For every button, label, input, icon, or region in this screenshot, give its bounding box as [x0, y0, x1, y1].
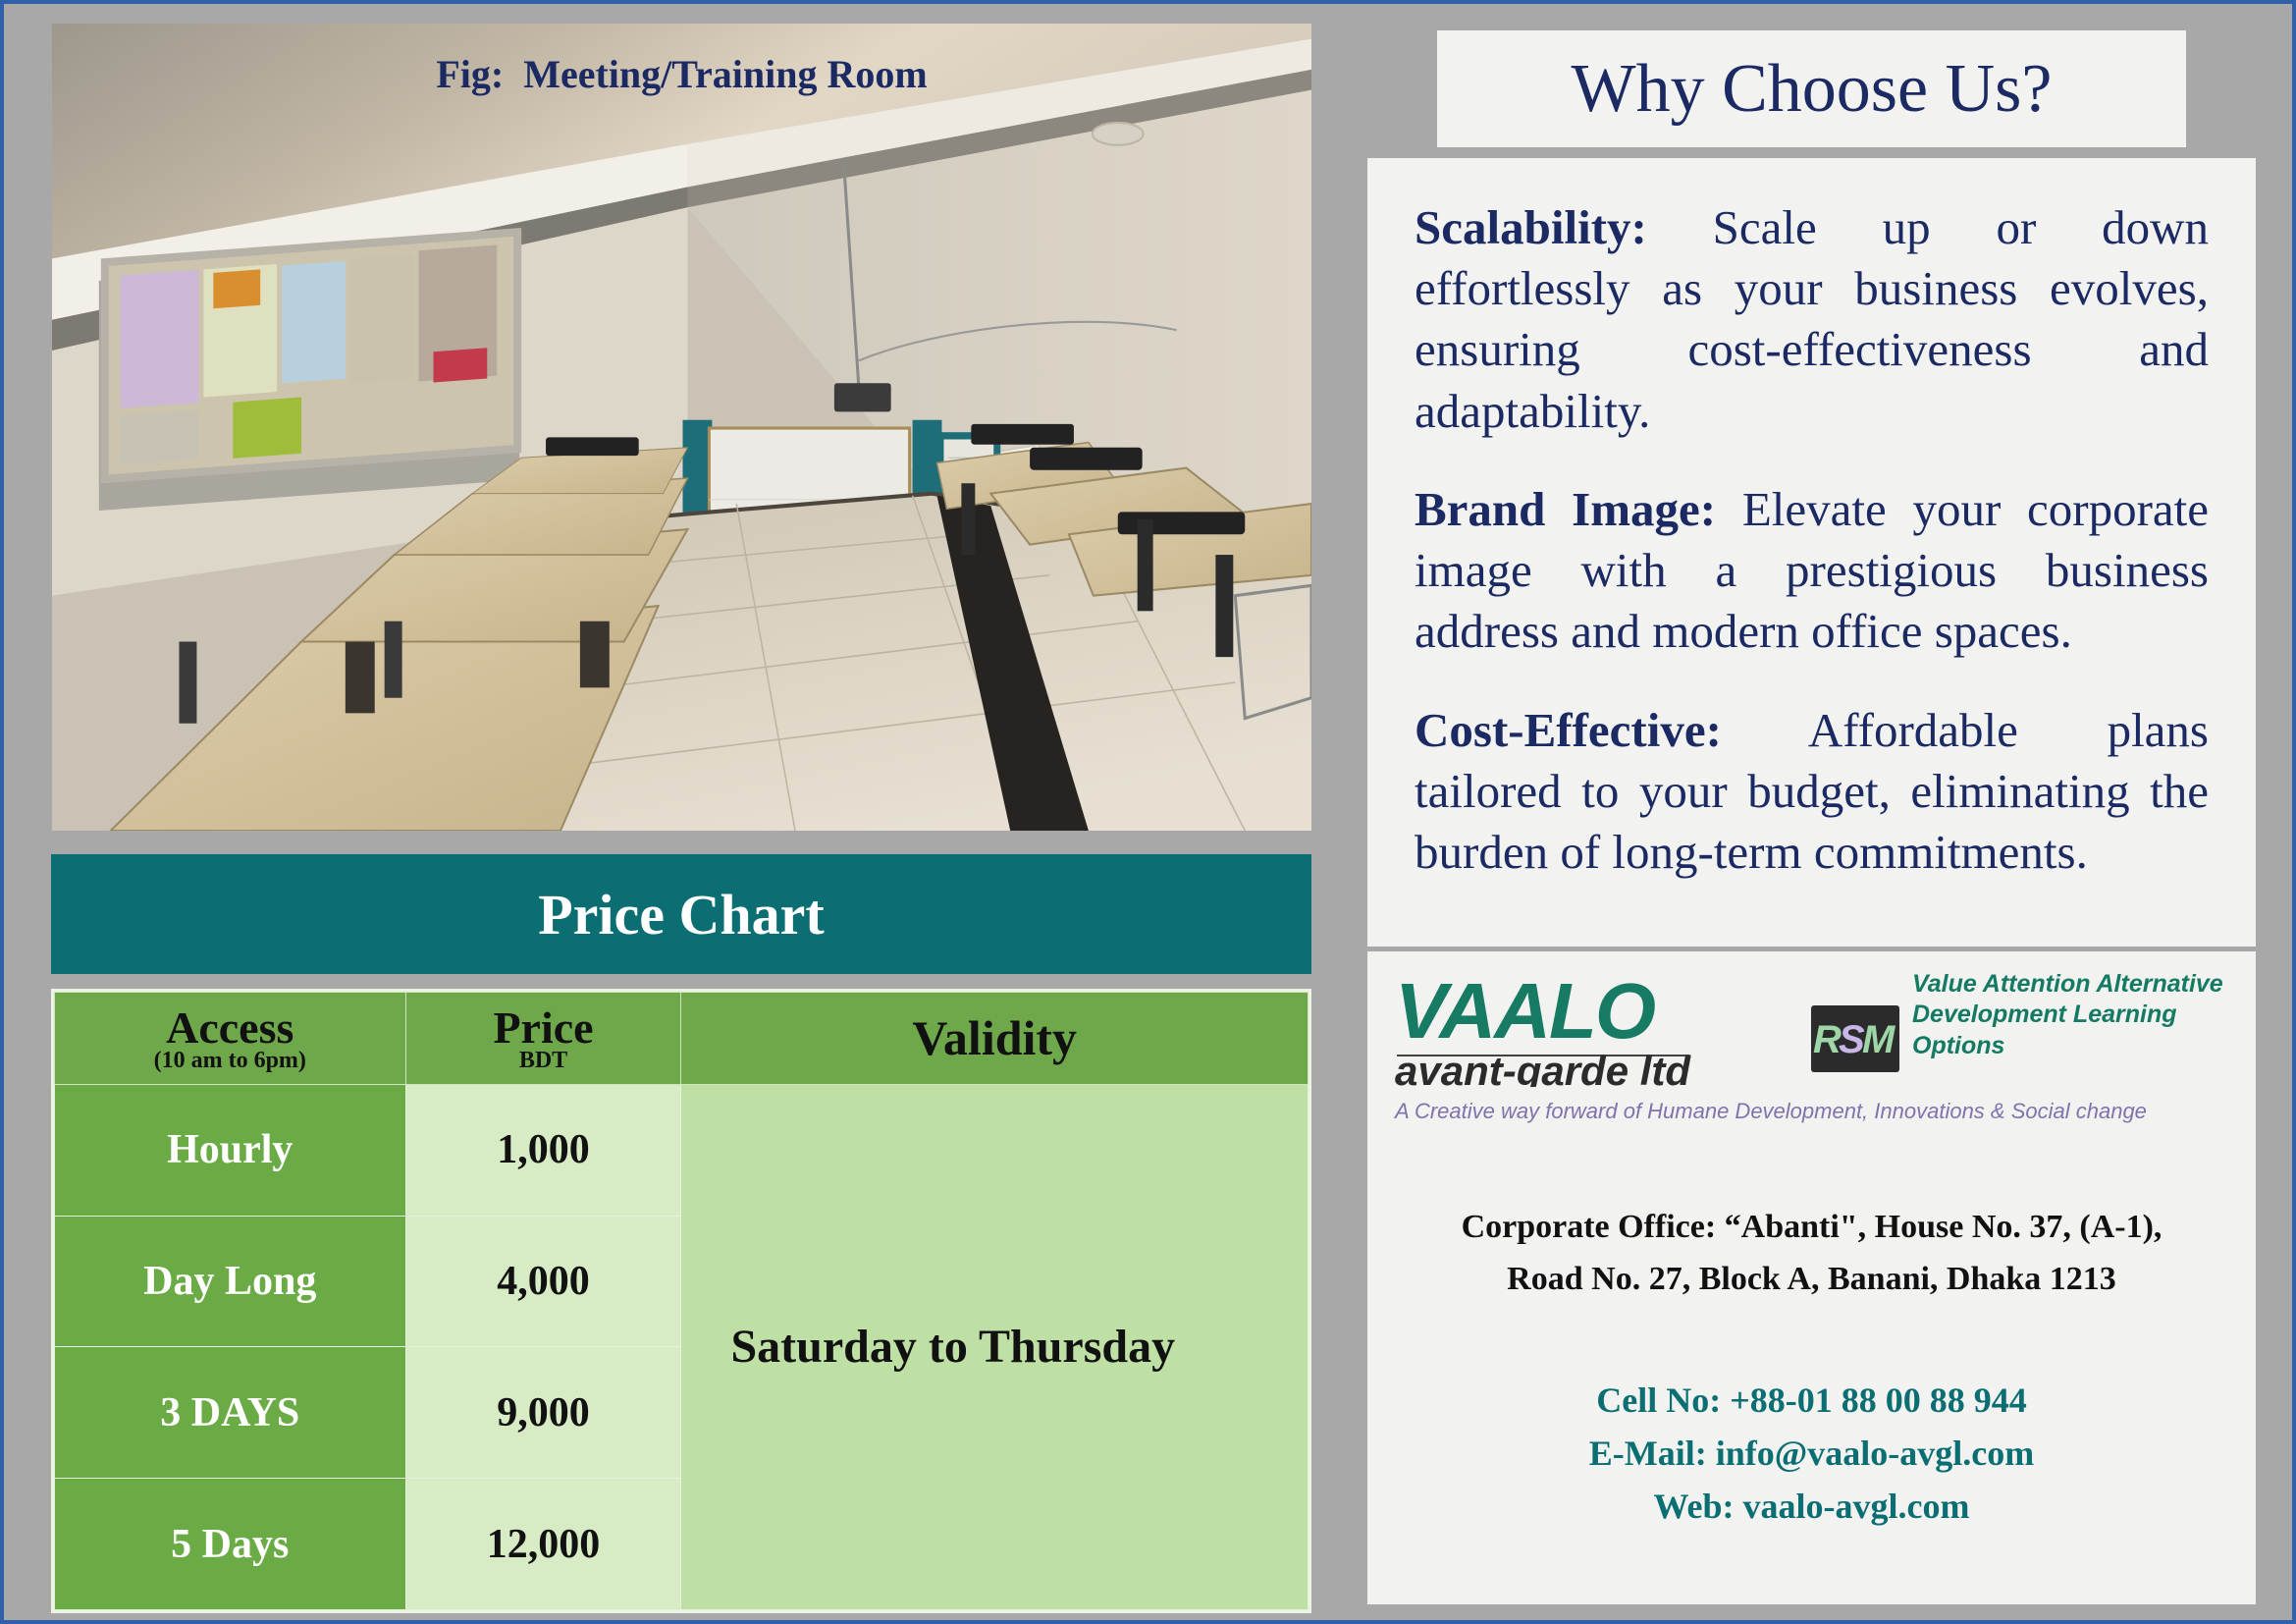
svg-text:avant-garde ltd: avant-garde ltd — [1395, 1048, 1691, 1087]
svg-text:R: R — [1813, 1018, 1842, 1061]
svg-text:S: S — [1839, 1018, 1865, 1061]
svg-text:VAALO: VAALO — [1395, 969, 1655, 1055]
svg-text:M: M — [1862, 1018, 1896, 1061]
